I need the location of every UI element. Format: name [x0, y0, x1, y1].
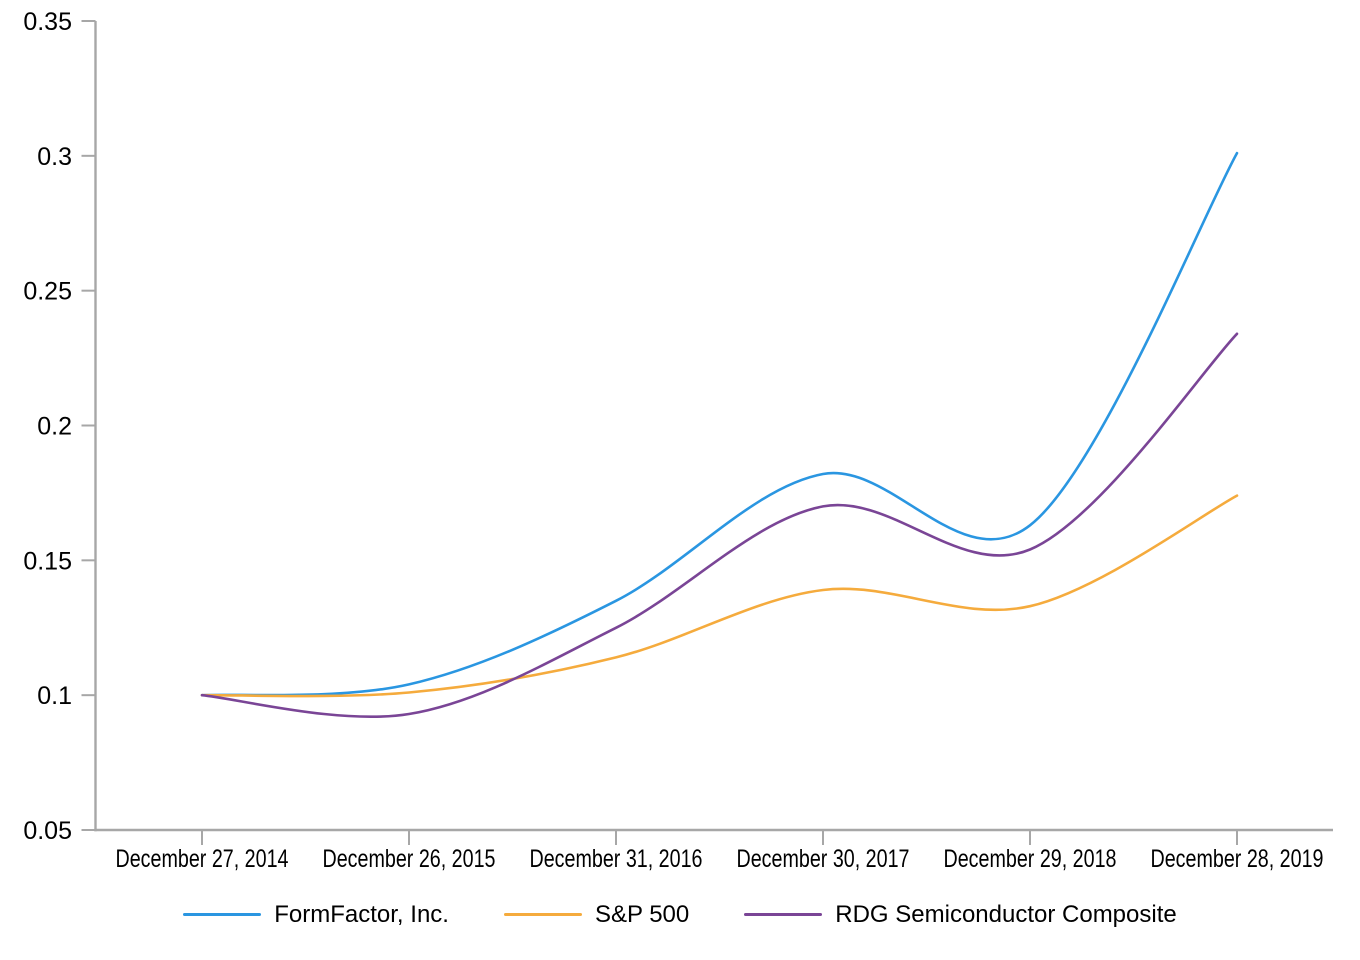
series-line-2 — [200, 494, 1239, 698]
legend-item: S&P 500 — [503, 901, 690, 929]
legend-label: FormFactor, Inc. — [274, 901, 449, 928]
y-tick-label: 0.15 — [23, 547, 72, 575]
legend-label: S&P 500 — [594, 901, 690, 928]
series-line-3 — [200, 332, 1239, 718]
plot-area: 0.05 0.1 0.15 0.2 0.25 0.3 0.35 December 27, 20… — [23, 8, 1333, 873]
y-tick-label: 0.2 — [37, 413, 72, 441]
x-tick-label: December 28, 2019 — [1151, 845, 1324, 873]
legend-item: FormFactor, Inc. — [183, 901, 449, 929]
y-tick-label: 0.25 — [23, 278, 72, 306]
legend-swatch-icon — [503, 913, 582, 917]
legend-item: RDG Semiconductor Composite — [744, 901, 1177, 929]
x-tick-label: December 31, 2016 — [530, 845, 703, 873]
x-tick-label: December 29, 2018 — [944, 845, 1117, 873]
chart-legend: FormFactor, Inc. S&P 500 RDG Semiconductor… — [0, 901, 1360, 929]
legend-swatch-icon — [744, 913, 823, 917]
y-tick-label: 0.1 — [37, 682, 72, 710]
y-tick-label: 0.05 — [23, 817, 72, 845]
x-tick-label: December 27, 2014 — [116, 845, 289, 873]
x-tick-label: December 26, 2015 — [323, 845, 496, 873]
legend-label: RDG Semiconductor Composite — [835, 901, 1177, 928]
y-tick-label: 0.35 — [23, 8, 72, 36]
legend-swatch-icon — [183, 913, 262, 917]
series-line-1 — [200, 151, 1239, 697]
x-tick-label: December 30, 2017 — [737, 845, 910, 873]
y-tick-label: 0.3 — [37, 143, 72, 171]
